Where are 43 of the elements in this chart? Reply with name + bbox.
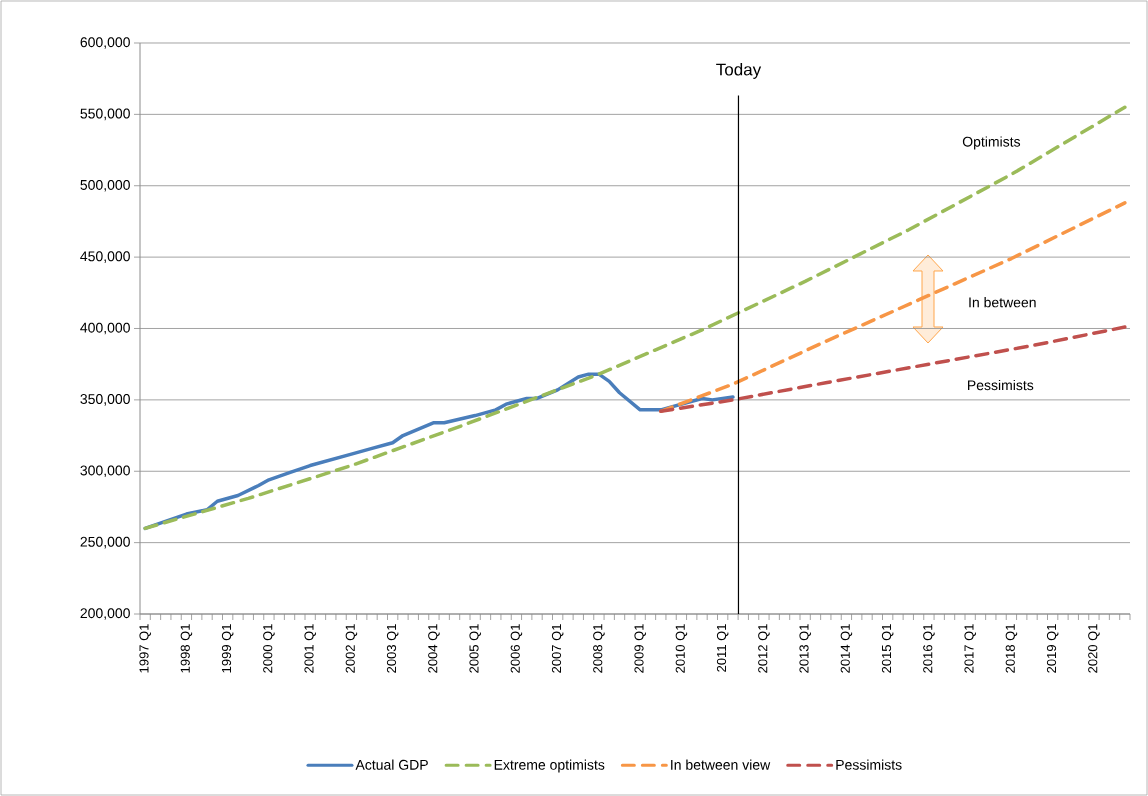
- y-tick-label: 300,000: [80, 465, 130, 478]
- y-tick-label: 600,000: [80, 37, 130, 49]
- x-tick-label: 1997 Q1: [139, 624, 151, 673]
- x-tick-label: 2017 Q1: [964, 624, 976, 673]
- annotation: Today: [716, 63, 762, 79]
- x-tick-label: 2004 Q1: [428, 624, 440, 673]
- x-tick-label: 2001 Q1: [304, 624, 316, 673]
- line-series: [143, 105, 1127, 531]
- line-series: [659, 325, 1127, 414]
- x-tick-label: 2012 Q1: [758, 624, 770, 673]
- x-tick-label: 2006 Q1: [510, 624, 523, 673]
- x-tick-label: 2008 Q1: [593, 624, 605, 673]
- x-tick-label: 2018 Q1: [1005, 624, 1018, 673]
- legend-label: Actual GDP: [355, 759, 428, 770]
- x-tick-label: 1998 Q1: [180, 624, 193, 673]
- x-tick-label: 2016 Q1: [923, 624, 935, 673]
- x-tick-label: 2011 Q1: [716, 624, 729, 672]
- annotation: In between: [969, 297, 1036, 308]
- x-tick-label: 2002 Q1: [345, 624, 358, 673]
- y-tick-label: 550,000: [80, 108, 130, 121]
- y-tick-label: 400,000: [80, 322, 130, 335]
- x-tick-label: 1999 Q1: [221, 624, 234, 673]
- x-tick-label: 2014 Q1: [840, 624, 853, 673]
- y-tick-label: 200,000: [80, 608, 130, 620]
- y-tick-label: 450,000: [80, 251, 130, 263]
- y-tick-label: 350,000: [80, 394, 130, 406]
- x-tick-label: 2007 Q1: [551, 624, 564, 673]
- annotation: Optimists: [962, 136, 1021, 150]
- annotation: Pessimists: [968, 379, 1034, 391]
- legend-label: In between view: [671, 759, 771, 770]
- legend-label: Pessimists: [836, 759, 902, 770]
- x-tick-label: 2013 Q1: [799, 624, 811, 673]
- x-tick-label: 2010 Q1: [675, 624, 688, 673]
- x-tick-label: 2000 Q1: [263, 624, 275, 673]
- x-tick-label: 2020 Q1: [1088, 624, 1100, 673]
- y-tick-label: 500,000: [80, 179, 130, 192]
- x-tick-label: 2005 Q1: [469, 624, 481, 673]
- legend-label: Extreme optimists: [494, 759, 605, 773]
- x-tick-label: 2019 Q1: [1046, 624, 1059, 673]
- x-tick-label: 2009 Q1: [634, 624, 646, 673]
- x-tick-label: 2003 Q1: [386, 624, 399, 673]
- y-tick-label: 250,000: [80, 536, 130, 549]
- x-tick-label: 2015 Q1: [881, 624, 894, 673]
